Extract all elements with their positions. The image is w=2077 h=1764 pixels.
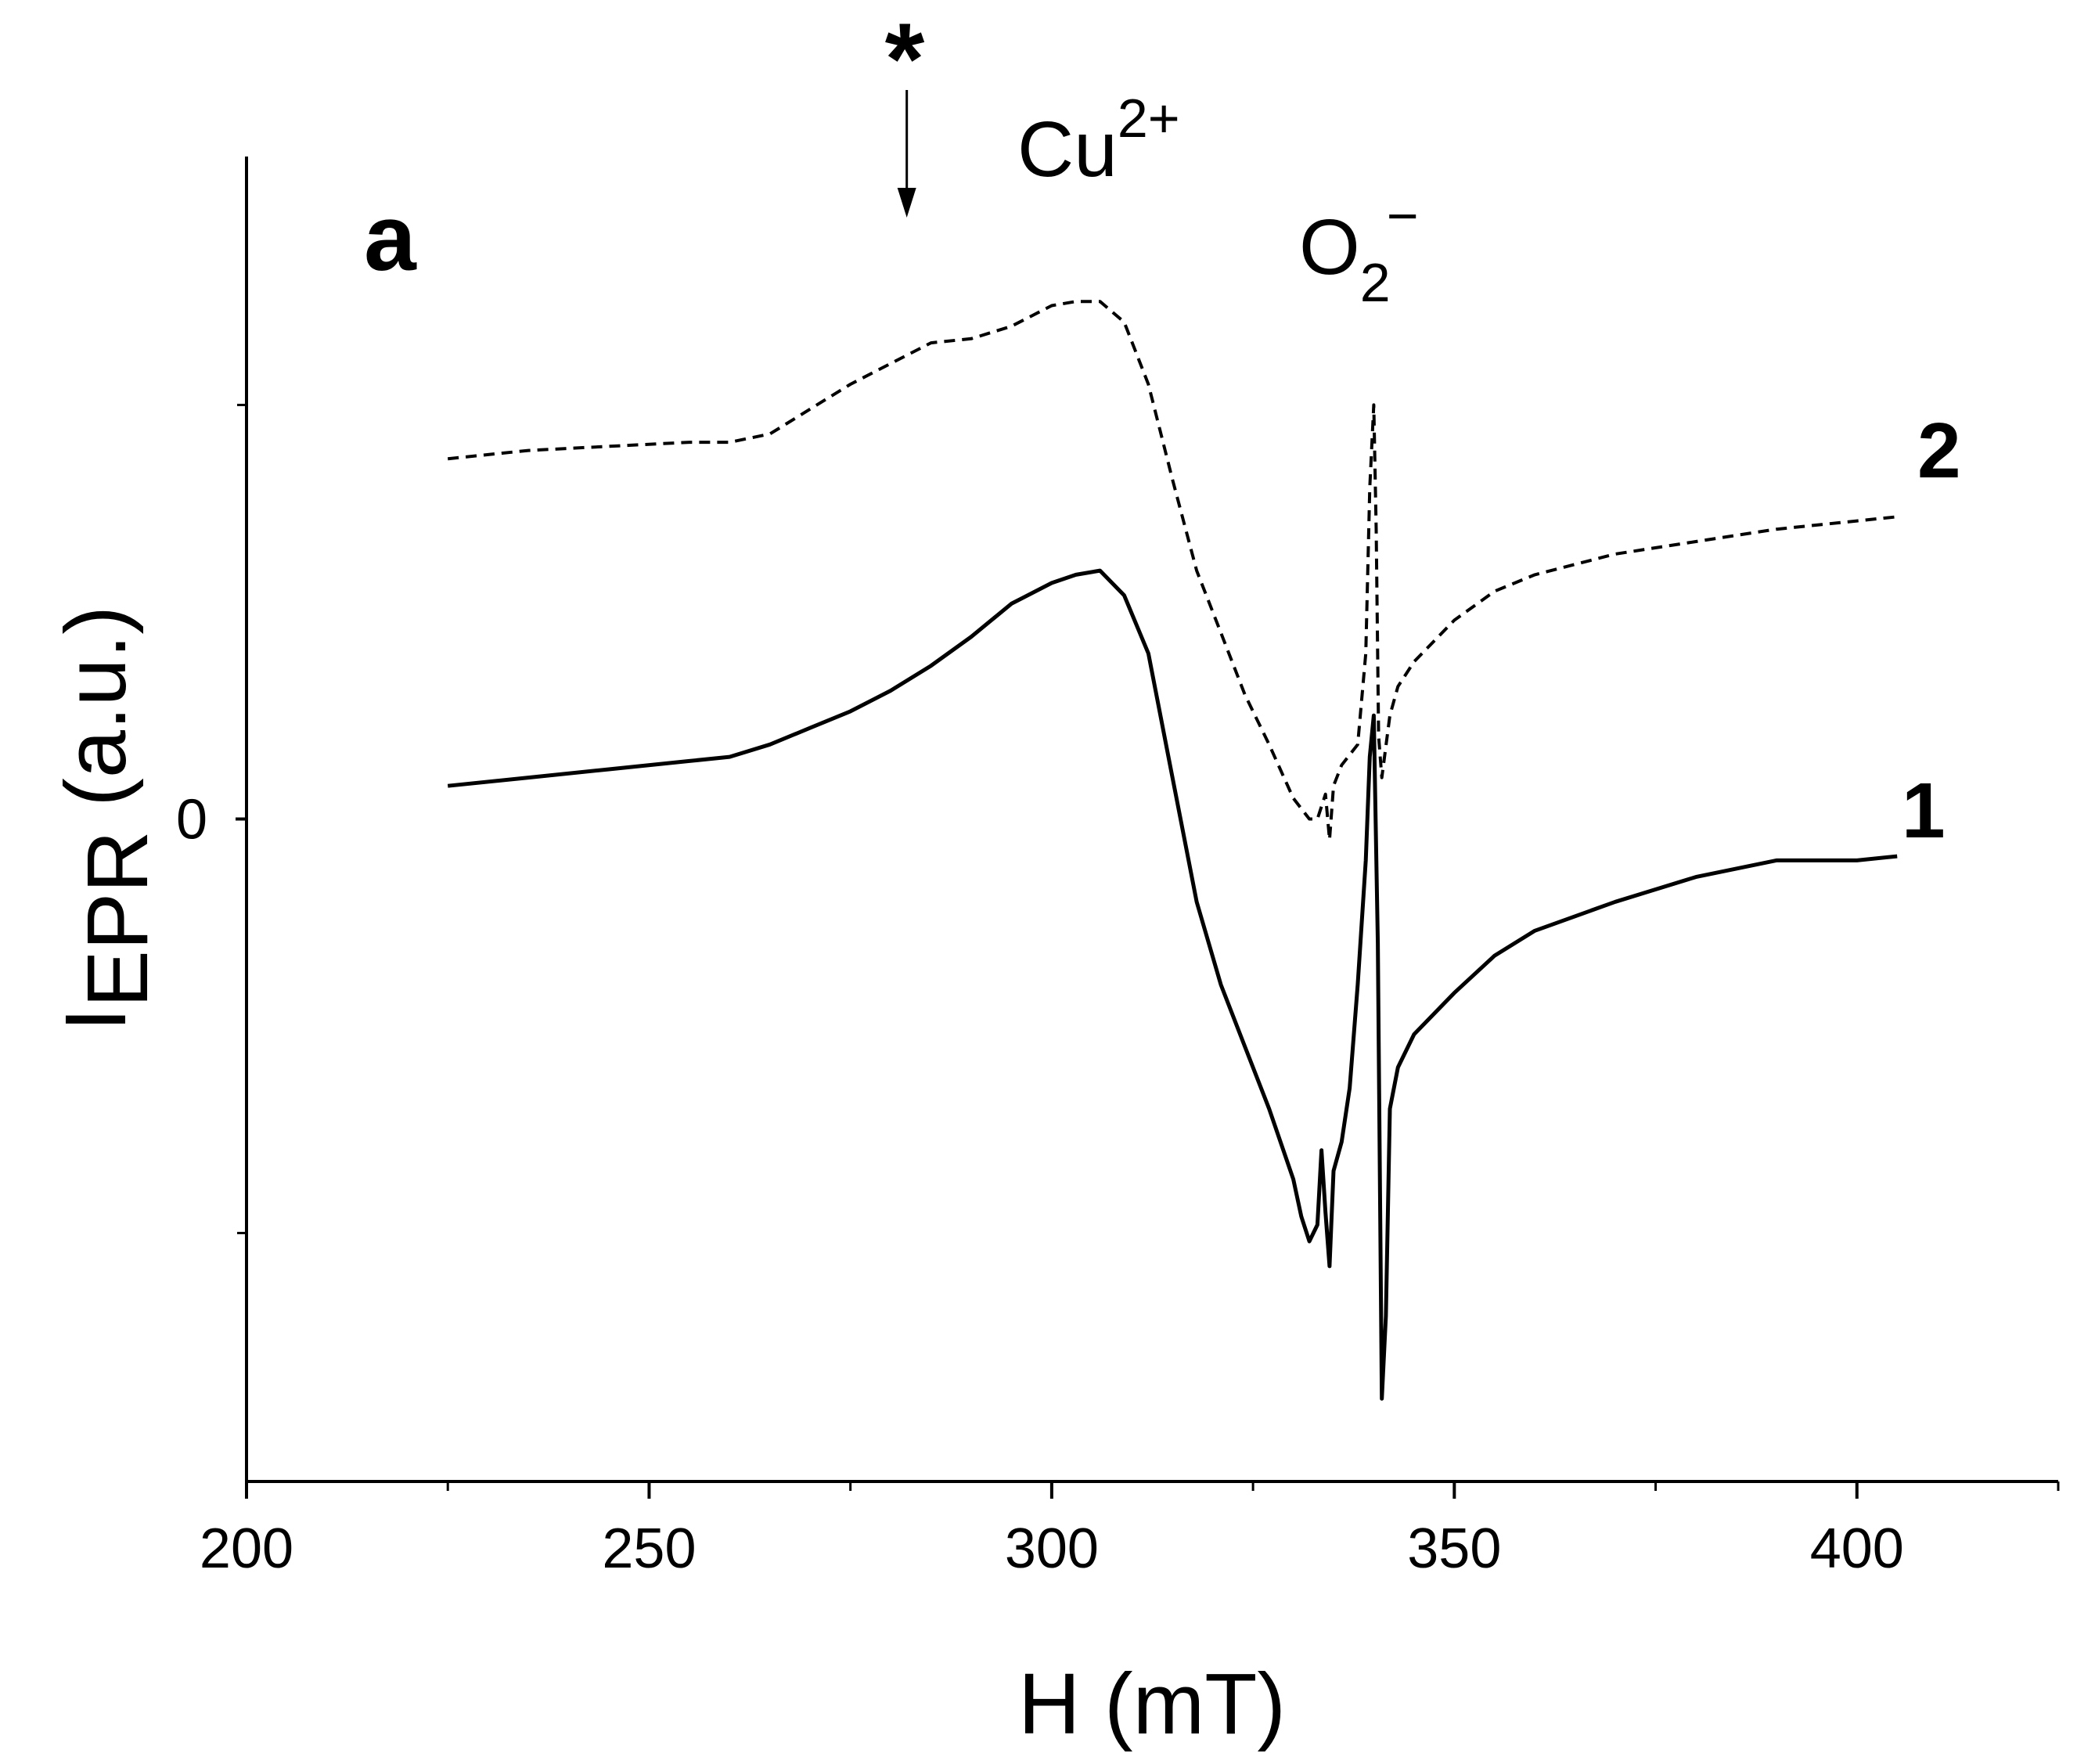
y-axis-title-sub: EPR: [70, 830, 166, 1007]
curve-label-1: 1: [1902, 767, 1946, 855]
x-axis-title: H (mT): [1018, 1656, 1286, 1752]
x-tick-label-200: 200: [200, 1517, 293, 1580]
y-axis-title-main: I: [48, 1007, 144, 1031]
curves: [447, 300, 1898, 1401]
arrow-head: [897, 188, 916, 218]
o2-label-sub: 2: [1360, 252, 1391, 313]
o2-label-sup: −: [1387, 185, 1419, 247]
y-axis-title-unit: (a.u.): [48, 606, 144, 830]
cu-label-base: Cu: [1017, 106, 1118, 193]
series-2-line: [447, 300, 1898, 841]
axis-ticks: 200 250 300 350 400 0: [176, 403, 2060, 1580]
x-tick-label-250: 250: [602, 1517, 696, 1580]
panel-label: a: [364, 185, 417, 290]
y-tick-label-0: 0: [176, 789, 207, 851]
cu-label-sup: 2+: [1118, 88, 1180, 149]
curve-label-2: 2: [1917, 407, 1961, 495]
star-marker: *: [885, 2, 925, 116]
o2-label: O2−: [1299, 185, 1419, 313]
cu-label: Cu2+: [1017, 88, 1180, 193]
x-tick-label-350: 350: [1407, 1517, 1501, 1580]
series-1-line: [447, 568, 1898, 1401]
y-axis-title: IEPR (a.u.): [48, 606, 166, 1031]
x-tick-label-400: 400: [1810, 1517, 1904, 1580]
arrow-annotation: [897, 90, 916, 218]
o2-label-base: O: [1299, 203, 1360, 291]
x-tick-label-300: 300: [1005, 1517, 1099, 1580]
